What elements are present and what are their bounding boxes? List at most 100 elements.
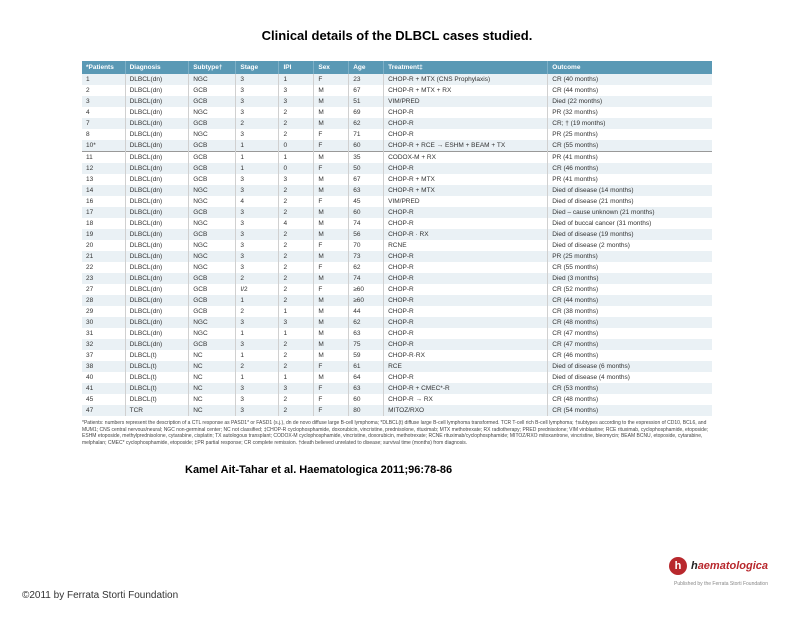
table-cell: 63: [349, 328, 384, 339]
journal-logo: h haematologica: [669, 557, 768, 575]
table-cell: DLBCL(dn): [125, 328, 189, 339]
table-cell: DLBCL(dn): [125, 107, 189, 118]
table-cell: 56: [349, 229, 384, 240]
table-cell: M: [314, 372, 349, 383]
table-cell: CR (46 months): [548, 350, 712, 361]
table-cell: CR (55 months): [548, 140, 712, 152]
table-cell: 3: [236, 129, 279, 140]
table-cell: GCB: [189, 306, 236, 317]
table-cell: 2: [279, 251, 314, 262]
table-cell: 1: [279, 74, 314, 85]
table-cell: 1: [236, 328, 279, 339]
table-cell: 2: [279, 361, 314, 372]
table-row: 2DLBCL(dn)GCB33M67CHOP-R + MTX + RXCR (4…: [82, 85, 712, 96]
table-cell: CHOP-R: [384, 295, 548, 306]
table-cell: DLBCL(dn): [125, 240, 189, 251]
table-cell: CHOP-R: [384, 251, 548, 262]
table-cell: 1: [279, 306, 314, 317]
table-cell: 60: [349, 394, 384, 405]
table-row: 28DLBCL(dn)GCB12M≥60CHOP-RCR (44 months): [82, 295, 712, 306]
table-cell: 3: [236, 85, 279, 96]
table-cell: CR (47 months): [548, 339, 712, 350]
table-cell: 1: [279, 152, 314, 164]
table-cell: 80: [349, 405, 384, 416]
table-cell: CHOP-R: [384, 207, 548, 218]
table-cell: M: [314, 96, 349, 107]
table-cell: M: [314, 273, 349, 284]
table-cell: 38: [82, 361, 125, 372]
table-cell: NC: [189, 372, 236, 383]
table-cell: 23: [349, 74, 384, 85]
table-cell: 35: [349, 152, 384, 164]
table-cell: CR (40 months): [548, 74, 712, 85]
table-cell: 47: [82, 405, 125, 416]
table-cell: DLBCL(dn): [125, 140, 189, 152]
table-row: 4DLBCL(dn)NGC32M69CHOP-RPR (32 months): [82, 107, 712, 118]
table-cell: 17: [82, 207, 125, 218]
table-cell: GCB: [189, 295, 236, 306]
table-cell: GCB: [189, 96, 236, 107]
table-container: *PatientsDiagnosisSubtype†StageIPISexAge…: [82, 61, 712, 446]
table-cell: NGC: [189, 196, 236, 207]
table-cell: GCB: [189, 152, 236, 164]
copyright-text: ©2011 by Ferrata Storti Foundation: [22, 590, 178, 601]
table-cell: 3: [236, 74, 279, 85]
table-cell: 44: [349, 306, 384, 317]
table-cell: DLBCL(dn): [125, 85, 189, 96]
table-cell: PR (41 months): [548, 174, 712, 185]
table-cell: MITOZ/RXO: [384, 405, 548, 416]
table-cell: F: [314, 129, 349, 140]
table-cell: 1: [236, 140, 279, 152]
table-cell: CHOP-R + CMEC*-R: [384, 383, 548, 394]
table-cell: CHOP-R: [384, 273, 548, 284]
table-cell: 63: [349, 185, 384, 196]
column-header: Sex: [314, 61, 349, 74]
table-cell: 2: [279, 229, 314, 240]
table-cell: F: [314, 262, 349, 273]
table-cell: Died (3 months): [548, 273, 712, 284]
table-cell: DLBCL(dn): [125, 129, 189, 140]
logo-text: haematologica: [691, 560, 768, 572]
table-cell: 2: [236, 306, 279, 317]
table-cell: 62: [349, 118, 384, 129]
table-cell: 64: [349, 372, 384, 383]
table-footnote: *Patients: numbers represent the descrip…: [82, 420, 712, 446]
column-header: *Patients: [82, 61, 125, 74]
table-cell: Died of buccal cancer (31 months): [548, 218, 712, 229]
table-cell: CR (48 months): [548, 394, 712, 405]
table-cell: 1: [236, 295, 279, 306]
table-cell: M: [314, 339, 349, 350]
table-row: 32DLBCL(dn)GCB32M75CHOP-RCR (47 months): [82, 339, 712, 350]
table-cell: M: [314, 152, 349, 164]
table-row: 29DLBCL(dn)GCB21M44CHOP-RCR (38 months): [82, 306, 712, 317]
table-cell: 70: [349, 240, 384, 251]
table-row: 41DLBCL(t)NC33F63CHOP-R + CMEC*-RCR (53 …: [82, 383, 712, 394]
table-cell: 3: [236, 262, 279, 273]
table-cell: VIM/PRED: [384, 96, 548, 107]
logo-circle-icon: h: [669, 557, 687, 575]
table-cell: 74: [349, 273, 384, 284]
table-cell: 1: [236, 372, 279, 383]
table-row: 17DLBCL(dn)GCB32M60CHOP-RDied – cause un…: [82, 207, 712, 218]
table-cell: 3: [236, 317, 279, 328]
table-row: 38DLBCL(t)NC22F61RCEDied of disease (6 m…: [82, 361, 712, 372]
table-cell: CHOP-R: [384, 262, 548, 273]
table-cell: Died of disease (4 months): [548, 372, 712, 383]
table-cell: DLBCL(dn): [125, 317, 189, 328]
table-row: 8DLBCL(dn)NGC32F71CHOP-RPR (25 months): [82, 129, 712, 140]
table-cell: F: [314, 240, 349, 251]
table-cell: Died – cause unknown (21 months): [548, 207, 712, 218]
table-cell: CHOP-R · RX: [384, 229, 548, 240]
table-cell: 2: [279, 405, 314, 416]
table-cell: 2: [279, 118, 314, 129]
table-cell: NC: [189, 361, 236, 372]
table-cell: DLBCL(t): [125, 383, 189, 394]
table-row: 10*DLBCL(dn)GCB10F60CHOP-R + RCE → ESHM …: [82, 140, 712, 152]
table-cell: 2: [279, 273, 314, 284]
table-cell: 3: [236, 107, 279, 118]
table-row: 30DLBCL(dn)NGC33M62CHOP-RCR (48 months): [82, 317, 712, 328]
table-cell: CR (44 months): [548, 85, 712, 96]
table-cell: NC: [189, 350, 236, 361]
table-cell: 51: [349, 96, 384, 107]
table-cell: 2: [236, 273, 279, 284]
